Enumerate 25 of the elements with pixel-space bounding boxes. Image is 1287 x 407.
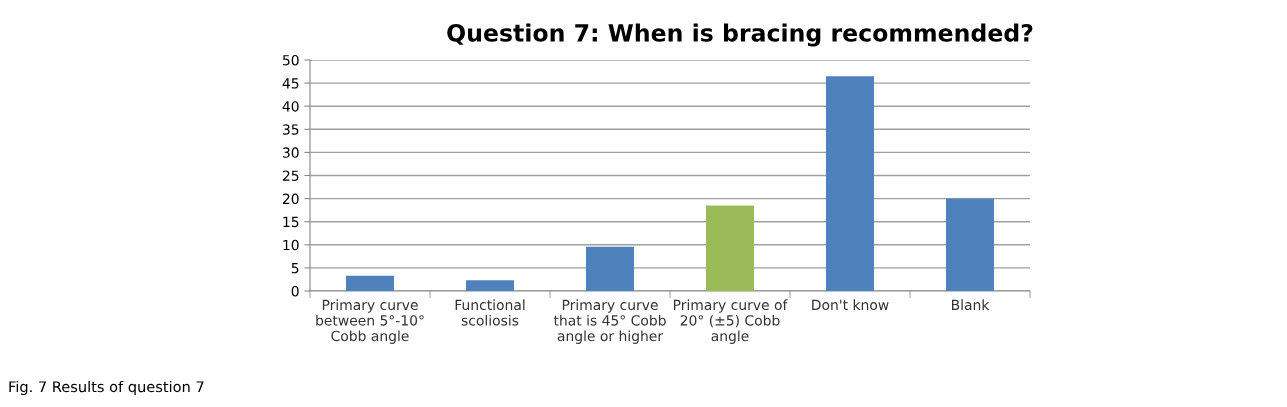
y-tick-label: 50 <box>282 54 299 66</box>
y-tick-label: 30 <box>282 147 299 158</box>
x-tick-label: Blank <box>951 299 990 311</box>
x-tick-label: Primary curve of 20° (±5) Cobb angle <box>673 299 788 344</box>
bar <box>466 280 514 291</box>
bar <box>586 246 634 291</box>
x-tick-label: Primary curve between 5°-10° Cobb angle <box>316 299 424 344</box>
y-tick-label: 0 <box>291 285 299 297</box>
bar <box>706 205 754 291</box>
x-tick-label: Functional scoliosis <box>455 299 525 326</box>
bar <box>346 275 394 291</box>
y-tick-label: 45 <box>282 78 299 89</box>
y-tick-label: 25 <box>282 170 299 181</box>
y-tick-label: 35 <box>282 124 299 135</box>
y-tick-label: 40 <box>282 101 299 112</box>
bar <box>826 76 874 291</box>
caption: Fig. 7 Results of question 7 <box>9 380 204 396</box>
bar <box>946 198 994 291</box>
x-tick-label: Primary curve that is 45° Cobb angle or higher <box>553 299 666 344</box>
y-tick-label: 10 <box>283 239 299 251</box>
chart-title: Question 7: When is bracing recommended? <box>447 23 1033 47</box>
y-tick-label: 15 <box>283 216 299 228</box>
y-tick-label: 20 <box>282 193 299 205</box>
x-tick-label: Don't know <box>812 299 889 311</box>
y-tick-label: 5 <box>291 263 299 274</box>
